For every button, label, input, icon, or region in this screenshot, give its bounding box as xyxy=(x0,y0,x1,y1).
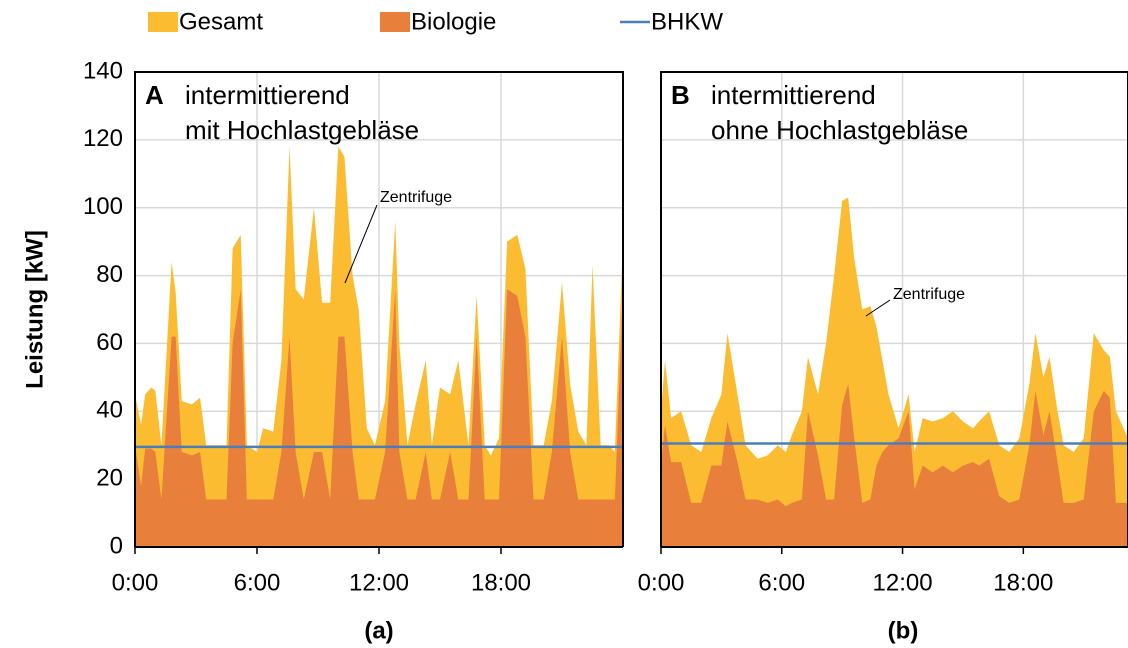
y-tick-label: 60 xyxy=(96,329,123,356)
y-tick-label: 80 xyxy=(96,261,123,288)
y-tick-label: 140 xyxy=(83,57,123,84)
caption: (a) xyxy=(364,617,393,644)
legend-swatch xyxy=(148,12,178,32)
y-tick-label: 40 xyxy=(96,397,123,424)
caption: (b) xyxy=(888,617,919,644)
x-tick-label: 0:00 xyxy=(638,569,685,596)
panel-subtitle: intermittierend xyxy=(711,80,876,110)
plot-frame xyxy=(660,71,1128,547)
annotation: Zentrifuge xyxy=(893,286,965,303)
area xyxy=(135,285,623,547)
y-tick-label: 100 xyxy=(83,193,123,220)
x-tick-label: 6:00 xyxy=(234,569,281,596)
x-tick-label: 18:00 xyxy=(993,569,1053,596)
legend-label: Biologie xyxy=(411,8,496,35)
panel-label: B xyxy=(671,80,690,110)
annotation-leader xyxy=(865,299,891,317)
y-tick-label: 0 xyxy=(110,532,123,559)
panel-subtitle: intermittierend xyxy=(185,80,350,110)
y-axis-label: Leistung [kW] xyxy=(21,230,48,389)
area xyxy=(661,197,1128,548)
area xyxy=(661,384,1128,547)
x-tick-label: 6:00 xyxy=(758,569,805,596)
legend-label: Gesamt xyxy=(179,8,263,35)
plot-frame xyxy=(134,71,624,547)
y-tick-label: 20 xyxy=(96,464,123,491)
panel-label: A xyxy=(145,80,164,110)
legend-label: BHKW xyxy=(651,8,723,35)
legend-swatch xyxy=(380,12,410,32)
x-tick-label: 18:00 xyxy=(471,569,531,596)
panel-subtitle: mit Hochlastgebläse xyxy=(185,115,419,145)
x-tick-label: 12:00 xyxy=(873,569,933,596)
x-tick-label: 12:00 xyxy=(349,569,409,596)
y-tick-label: 120 xyxy=(83,125,123,152)
x-tick-label: 0:00 xyxy=(112,569,159,596)
annotation: Zentrifuge xyxy=(380,189,452,206)
panel-subtitle: ohne Hochlastgebläse xyxy=(711,115,968,145)
annotation-leader xyxy=(344,204,378,284)
